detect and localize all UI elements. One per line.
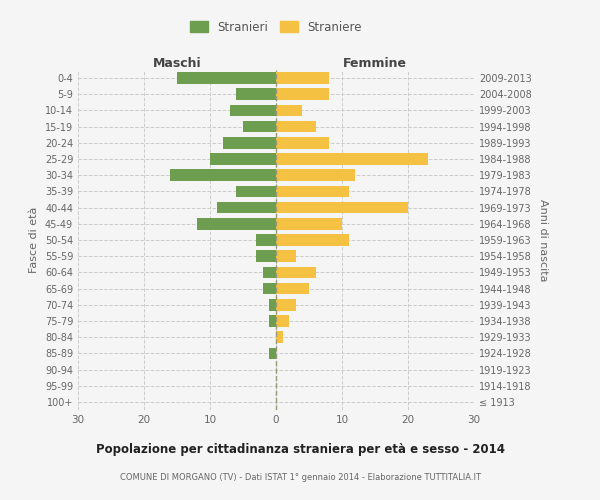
Bar	[263, 266, 276, 278]
Bar	[276, 266, 316, 278]
Bar	[276, 88, 329, 100]
Bar	[276, 315, 289, 327]
Legend: Stranieri, Straniere: Stranieri, Straniere	[185, 16, 367, 38]
Bar	[276, 170, 355, 181]
Bar	[243, 121, 276, 132]
Bar	[276, 250, 296, 262]
Bar	[256, 234, 276, 246]
Bar	[236, 186, 276, 198]
Text: Maschi: Maschi	[152, 57, 202, 70]
Bar	[269, 315, 276, 327]
Bar	[263, 282, 276, 294]
Bar	[276, 218, 342, 230]
Bar	[223, 137, 276, 148]
Bar	[230, 104, 276, 117]
Bar	[269, 299, 276, 310]
Bar	[276, 186, 349, 198]
Bar	[256, 250, 276, 262]
Text: Popolazione per cittadinanza straniera per età e sesso - 2014: Popolazione per cittadinanza straniera p…	[95, 442, 505, 456]
Bar	[276, 137, 329, 148]
Bar	[276, 153, 428, 165]
Bar	[276, 202, 408, 213]
Bar	[236, 88, 276, 100]
Bar	[276, 282, 309, 294]
Y-axis label: Fasce di età: Fasce di età	[29, 207, 39, 273]
Bar	[276, 332, 283, 343]
Text: Femmine: Femmine	[343, 57, 407, 70]
Bar	[269, 348, 276, 359]
Bar	[276, 104, 302, 117]
Bar	[197, 218, 276, 230]
Bar	[170, 170, 276, 181]
Bar	[276, 299, 296, 310]
Text: COMUNE DI MORGANO (TV) - Dati ISTAT 1° gennaio 2014 - Elaborazione TUTTITALIA.IT: COMUNE DI MORGANO (TV) - Dati ISTAT 1° g…	[119, 472, 481, 482]
Bar	[276, 72, 329, 84]
Bar	[276, 234, 349, 246]
Bar	[217, 202, 276, 213]
Bar	[276, 121, 316, 132]
Bar	[177, 72, 276, 84]
Bar	[210, 153, 276, 165]
Y-axis label: Anni di nascita: Anni di nascita	[538, 198, 548, 281]
